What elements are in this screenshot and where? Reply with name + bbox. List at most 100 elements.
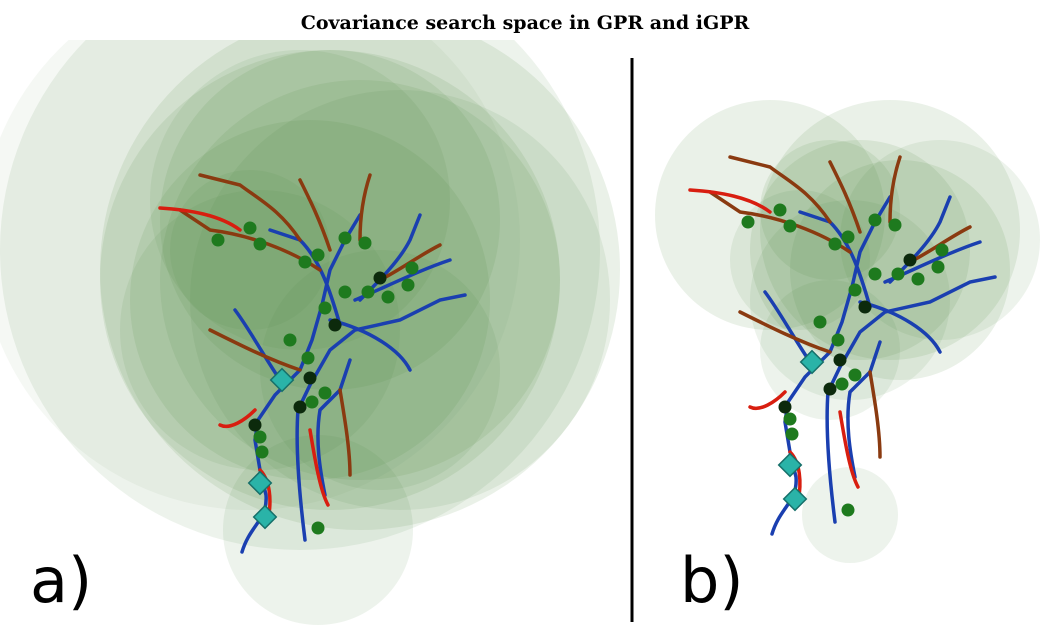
node — [891, 267, 905, 281]
branch — [748, 390, 787, 410]
branch — [298, 178, 332, 252]
node — [833, 353, 847, 367]
node — [253, 237, 267, 251]
node — [778, 400, 792, 414]
branch — [728, 155, 832, 224]
branch — [218, 408, 257, 428]
node — [831, 333, 845, 347]
branch — [868, 370, 882, 459]
node — [848, 283, 862, 297]
node — [211, 233, 225, 247]
root-node — [799, 349, 825, 375]
covariance-circle — [100, 40, 620, 530]
branch — [198, 173, 302, 242]
branch — [738, 310, 832, 354]
node — [358, 236, 372, 250]
branch — [240, 213, 362, 554]
covariance-circle — [655, 100, 885, 330]
covariance-circle — [100, 50, 560, 510]
node — [338, 231, 352, 245]
node — [318, 301, 332, 315]
root-node — [252, 504, 278, 530]
node — [868, 213, 882, 227]
branch — [328, 318, 412, 372]
node — [823, 382, 837, 396]
node — [848, 368, 862, 382]
branch — [825, 275, 997, 524]
node — [911, 272, 925, 286]
node — [373, 271, 387, 285]
node — [283, 333, 297, 347]
branch — [295, 293, 467, 542]
node — [903, 253, 917, 267]
node — [361, 285, 375, 299]
node — [311, 248, 325, 262]
node — [841, 503, 855, 517]
covariance-circle — [160, 80, 560, 480]
covariance-circle — [0, 40, 600, 550]
node — [318, 386, 332, 400]
node — [338, 285, 352, 299]
root-node — [777, 452, 803, 478]
branch — [688, 188, 772, 214]
node — [828, 237, 842, 251]
node — [773, 203, 787, 217]
node — [835, 377, 849, 391]
tree-b — [688, 155, 997, 536]
node — [311, 521, 325, 535]
panel-label: a) — [30, 544, 92, 617]
branch — [770, 195, 892, 536]
node — [813, 315, 827, 329]
panel-label: b) — [680, 544, 744, 617]
node — [303, 371, 317, 385]
covariance-circle — [840, 140, 1040, 340]
branch — [233, 308, 282, 382]
covariance-circle — [0, 40, 520, 510]
branch — [308, 428, 330, 507]
node — [785, 427, 799, 441]
root-node — [269, 367, 295, 393]
node — [293, 400, 307, 414]
node — [298, 255, 312, 269]
node — [253, 430, 267, 444]
node — [243, 221, 257, 235]
covariance-circle — [170, 170, 330, 330]
node — [841, 230, 855, 244]
node — [868, 267, 882, 281]
figure-title: Covariance search space in GPR and iGPR — [301, 12, 750, 34]
node — [255, 445, 269, 459]
branch — [763, 290, 812, 364]
branch — [838, 410, 860, 489]
branch — [158, 206, 242, 232]
node — [381, 290, 395, 304]
node — [328, 318, 342, 332]
search-space-b — [655, 100, 1040, 563]
covariance-circle — [130, 120, 490, 480]
covariance-circle — [760, 100, 1020, 360]
branch — [358, 173, 372, 242]
branch — [208, 328, 302, 372]
node — [858, 300, 872, 314]
node — [405, 261, 419, 275]
node — [931, 260, 945, 274]
node — [248, 418, 262, 432]
node — [783, 219, 797, 233]
branch — [828, 160, 862, 234]
covariance-circle — [160, 50, 500, 390]
tree-a — [158, 173, 467, 554]
branch — [338, 388, 352, 477]
node — [935, 243, 949, 257]
branch — [858, 300, 942, 354]
branch — [888, 155, 902, 224]
node — [401, 278, 415, 292]
branch — [316, 358, 352, 497]
node — [741, 215, 755, 229]
node — [888, 218, 902, 232]
node — [305, 395, 319, 409]
node — [783, 412, 797, 426]
root-node — [782, 486, 808, 512]
branch — [846, 340, 882, 479]
root-node — [247, 470, 273, 496]
node — [301, 351, 315, 365]
